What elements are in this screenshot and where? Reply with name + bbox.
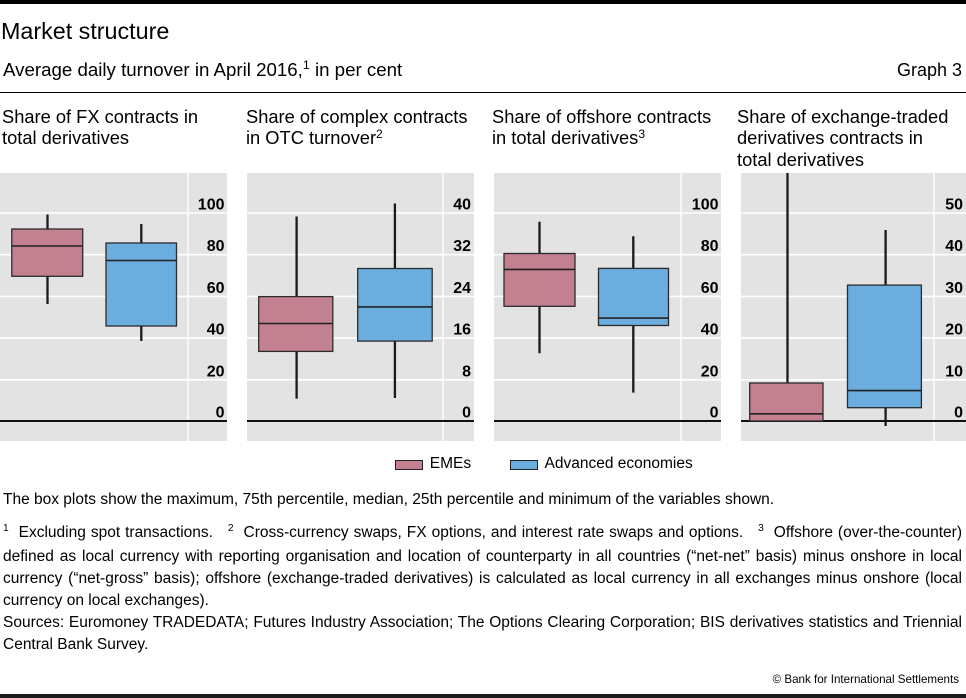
svg-text:80: 80	[701, 238, 719, 255]
svg-text:10: 10	[945, 363, 963, 380]
svg-text:40: 40	[701, 322, 719, 339]
svg-text:0: 0	[216, 405, 225, 422]
svg-text:60: 60	[207, 280, 225, 297]
svg-text:80: 80	[207, 238, 225, 255]
svg-text:0: 0	[710, 405, 719, 422]
svg-text:50: 50	[945, 197, 963, 214]
svg-text:20: 20	[207, 363, 225, 380]
svg-text:60: 60	[701, 280, 719, 297]
svg-text:20: 20	[945, 322, 963, 339]
svg-text:0: 0	[954, 405, 963, 422]
svg-text:0: 0	[462, 405, 471, 422]
svg-text:24: 24	[453, 280, 471, 297]
svg-text:8: 8	[462, 363, 471, 380]
svg-text:40: 40	[945, 238, 963, 255]
svg-text:30: 30	[945, 280, 963, 297]
svg-text:100: 100	[198, 197, 225, 214]
svg-text:32: 32	[453, 238, 471, 255]
svg-text:40: 40	[207, 322, 225, 339]
svg-text:20: 20	[701, 363, 719, 380]
svg-text:16: 16	[453, 322, 471, 339]
svg-text:100: 100	[692, 197, 719, 214]
svg-text:40: 40	[453, 197, 471, 214]
